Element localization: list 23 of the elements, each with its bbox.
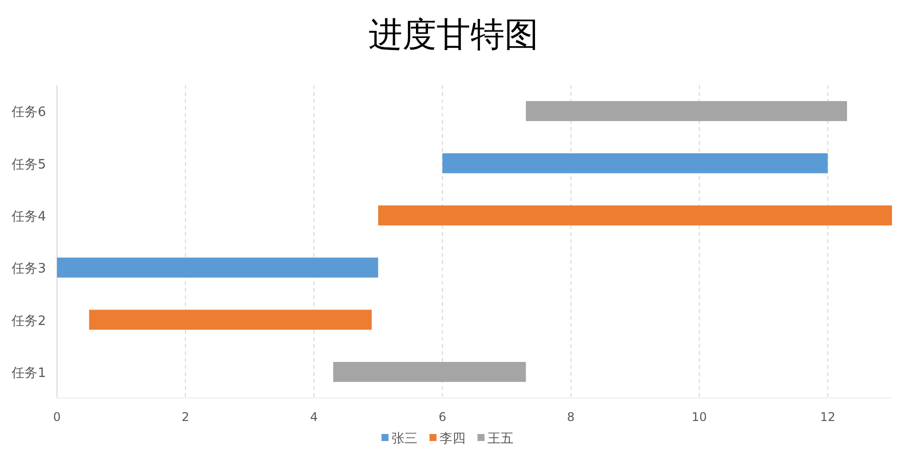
y-tick-label: 任务3	[10, 262, 46, 277]
x-tick-label: 0	[53, 410, 61, 424]
bar	[333, 362, 526, 382]
y-tick-label: 任务4	[10, 209, 46, 224]
bar	[89, 310, 372, 330]
y-tick-label: 任务5	[10, 157, 46, 172]
x-tick-label: 2	[182, 410, 190, 424]
y-tick-label: 任务2	[10, 314, 46, 329]
legend-label: 张三	[392, 432, 418, 446]
bar	[442, 153, 828, 174]
x-tick-label: 10	[692, 410, 707, 424]
chart-title: 进度甘特图	[368, 15, 538, 55]
x-tick-label: 12	[820, 410, 836, 424]
bar	[57, 258, 378, 278]
x-tick-label: 4	[310, 410, 318, 424]
y-tick-label: 任务6	[10, 105, 46, 120]
legend-label: 王五	[488, 432, 514, 446]
x-tick-label: 6	[438, 410, 446, 424]
y-tick-label: 任务1	[10, 366, 46, 381]
bar	[526, 101, 848, 122]
x-tick-label: 8	[567, 410, 575, 424]
bar	[378, 205, 892, 226]
legend-label: 李四	[440, 432, 466, 446]
